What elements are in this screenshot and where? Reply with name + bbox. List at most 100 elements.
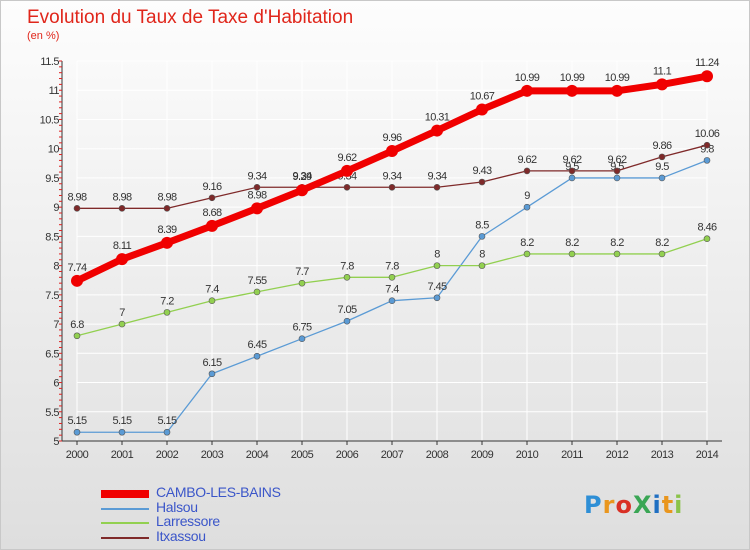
- data-point: [298, 279, 306, 287]
- data-label: 10.31: [425, 112, 450, 124]
- data-label: 9.16: [202, 181, 221, 193]
- data-label: 8: [479, 249, 485, 261]
- x-tick-label: 2014: [696, 449, 719, 461]
- proxiti-logo: ProXiti: [584, 491, 683, 519]
- logo-letter: r: [602, 491, 616, 519]
- logo-letter: i: [674, 491, 684, 519]
- x-tick-label: 2004: [246, 449, 269, 461]
- data-point: [478, 233, 486, 240]
- x-tick-label: 2012: [606, 449, 629, 461]
- x-tick-label: 2003: [201, 449, 224, 461]
- data-label: 6.8: [70, 319, 84, 331]
- data-label: 10.99: [515, 72, 540, 84]
- data-label: 8: [434, 249, 440, 261]
- x-tick-label: 2009: [471, 449, 494, 461]
- x-tick-label: 2008: [426, 449, 449, 461]
- data-label: 11.1: [653, 65, 672, 77]
- data-point: [163, 205, 171, 212]
- data-point: [703, 141, 711, 149]
- data-point: [611, 84, 623, 97]
- data-point: [523, 203, 531, 211]
- y-tick-label: 8: [53, 261, 59, 273]
- data-point: [253, 183, 261, 191]
- data-point: [251, 202, 263, 215]
- logo-letter: X: [632, 491, 653, 519]
- data-point: [433, 262, 441, 269]
- data-label: 5.15: [157, 415, 176, 427]
- legend-label: Itxassou: [156, 527, 206, 544]
- data-point: [296, 184, 308, 197]
- data-label: 8.46: [697, 222, 716, 234]
- data-label: 7.8: [340, 260, 354, 272]
- x-tick-label: 2000: [66, 449, 89, 461]
- data-label: 8.39: [157, 224, 176, 236]
- data-point: [478, 262, 486, 269]
- data-label: 8.11: [113, 240, 132, 252]
- x-tick-label: 2010: [516, 449, 539, 461]
- data-label: 7.7: [295, 266, 309, 278]
- x-tick-label: 2006: [336, 449, 359, 461]
- chart-title: Evolution du Taux de Taxe d'Habitation: [27, 7, 354, 28]
- data-point: [161, 236, 173, 249]
- data-point: [523, 167, 531, 175]
- data-label: 8.98: [67, 191, 86, 203]
- legend-swatch: [101, 507, 149, 510]
- data-point: [478, 178, 486, 186]
- data-label: 8.2: [565, 237, 579, 249]
- data-label: 9.5: [655, 161, 669, 173]
- data-label: 6.45: [247, 339, 266, 351]
- data-point: [476, 103, 488, 116]
- legend-label: CAMBO-LES-BAINS: [156, 484, 281, 500]
- data-point: [388, 297, 396, 304]
- data-label: 8.68: [202, 207, 221, 219]
- logo-letter: o: [615, 491, 633, 519]
- data-point: [298, 335, 306, 342]
- data-label: 7: [119, 307, 125, 319]
- unit-label: (en %): [27, 30, 60, 42]
- data-point: [73, 428, 81, 436]
- data-point: [656, 78, 668, 91]
- data-label: 5.15: [112, 415, 131, 427]
- data-label: 9.62: [517, 154, 536, 166]
- data-label: 9.86: [652, 140, 671, 152]
- data-label: 9.62: [337, 152, 356, 164]
- data-point: [521, 84, 533, 97]
- data-label: 5.15: [67, 415, 86, 427]
- data-point: [163, 309, 171, 316]
- data-point: [116, 253, 128, 266]
- data-label: 9.96: [382, 132, 401, 144]
- x-tick-label: 2013: [651, 449, 674, 461]
- data-label: 10.67: [470, 91, 495, 103]
- data-label: 9.29: [292, 171, 311, 183]
- data-label: 7.4: [205, 284, 219, 296]
- data-point: [73, 332, 81, 340]
- data-label: 8.2: [610, 237, 624, 249]
- data-point: [118, 205, 126, 212]
- data-point: [386, 145, 398, 158]
- data-point: [703, 157, 711, 164]
- y-tick-label: 9: [53, 202, 59, 214]
- legend-label: Halsou: [156, 498, 198, 515]
- y-tick-label: 9.5: [45, 173, 59, 185]
- data-label: 10.99: [560, 72, 585, 84]
- x-tick-label: 2011: [561, 449, 583, 461]
- data-point: [71, 274, 83, 287]
- data-point: [613, 174, 621, 182]
- data-point: [568, 250, 576, 258]
- data-label: 8.98: [157, 191, 176, 203]
- y-tick-label: 7.5: [45, 290, 59, 302]
- legend-swatch: [101, 536, 149, 539]
- legend-label: Larressore: [156, 513, 220, 529]
- data-point: [568, 174, 576, 182]
- data-point: [523, 250, 531, 258]
- data-point: [343, 274, 351, 281]
- data-label: 7.8: [385, 260, 399, 272]
- data-point: [703, 235, 711, 243]
- data-point: [431, 124, 443, 137]
- data-point: [433, 294, 441, 302]
- x-tick-label: 2005: [291, 449, 314, 461]
- data-label: 9.62: [562, 154, 581, 166]
- y-tick-label: 10: [48, 144, 60, 156]
